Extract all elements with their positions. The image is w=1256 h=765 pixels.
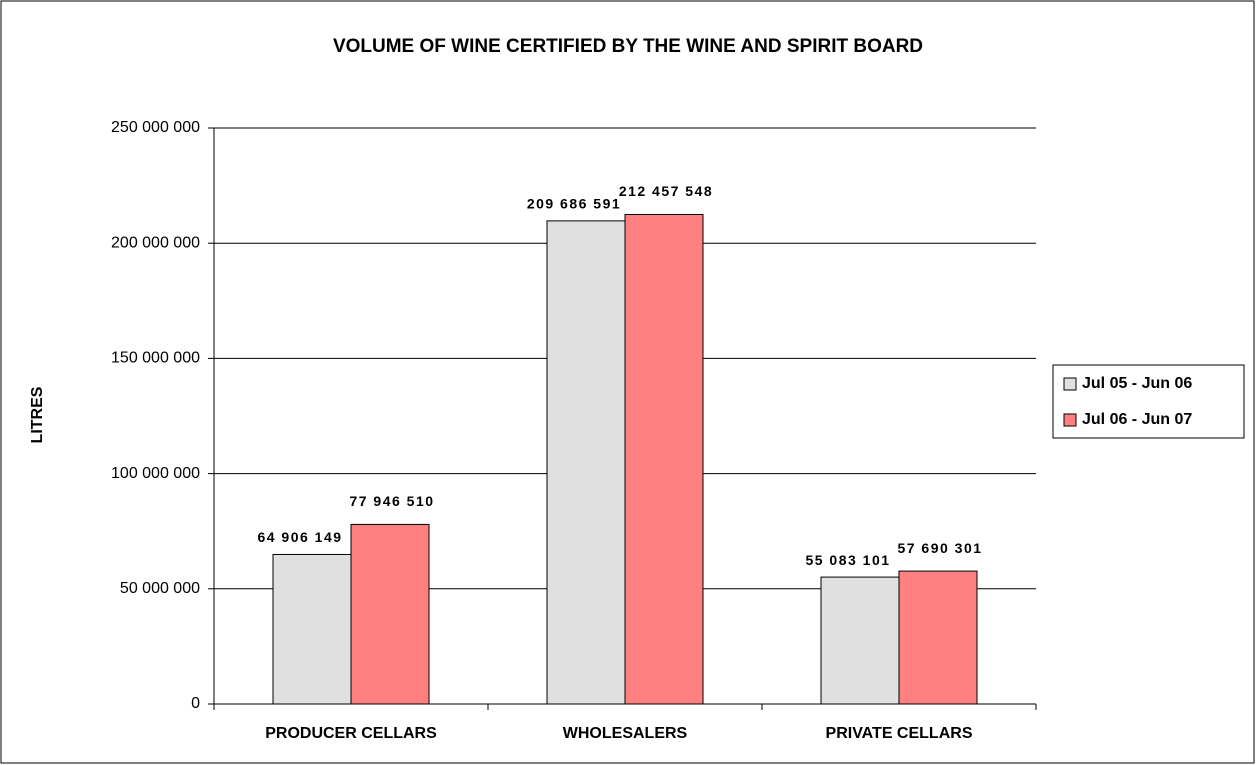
chart-title: VOLUME OF WINE CERTIFIED BY THE WINE AND…	[333, 36, 923, 57]
bar	[624, 213, 704, 705]
legend-swatch	[1063, 413, 1077, 427]
legend-box	[1052, 364, 1245, 439]
y-axis-label: LITRES	[29, 386, 46, 443]
y-tick-label: 100 000 000	[111, 465, 200, 482]
bar	[820, 576, 900, 705]
bar	[272, 553, 352, 705]
bar	[350, 523, 430, 705]
x-tick-label: PRIVATE CELLARS	[826, 725, 973, 742]
y-tick-label: 0	[191, 695, 200, 712]
legend-label: Jul 06 - Jun 07	[1082, 411, 1192, 428]
y-tick-label: 200 000 000	[111, 234, 200, 251]
value-label: 57 690 301	[897, 540, 982, 556]
y-tick-label: 50 000 000	[120, 580, 200, 597]
legend-swatch	[1063, 377, 1077, 391]
value-label: 64 906 149	[257, 529, 342, 545]
y-tick-label: 150 000 000	[111, 350, 200, 367]
value-label: 77 946 510	[349, 493, 434, 509]
value-label: 212 457 548	[619, 183, 713, 199]
y-tick-label: 250 000 000	[111, 119, 200, 136]
x-tick-label: WHOLESALERS	[563, 725, 688, 742]
bar	[546, 220, 626, 705]
value-label: 209 686 591	[527, 196, 621, 212]
bar	[898, 570, 978, 705]
value-label: 55 083 101	[805, 552, 890, 568]
legend-label: Jul 05 - Jun 06	[1082, 375, 1192, 392]
x-tick-label: PRODUCER CELLARS	[265, 725, 437, 742]
